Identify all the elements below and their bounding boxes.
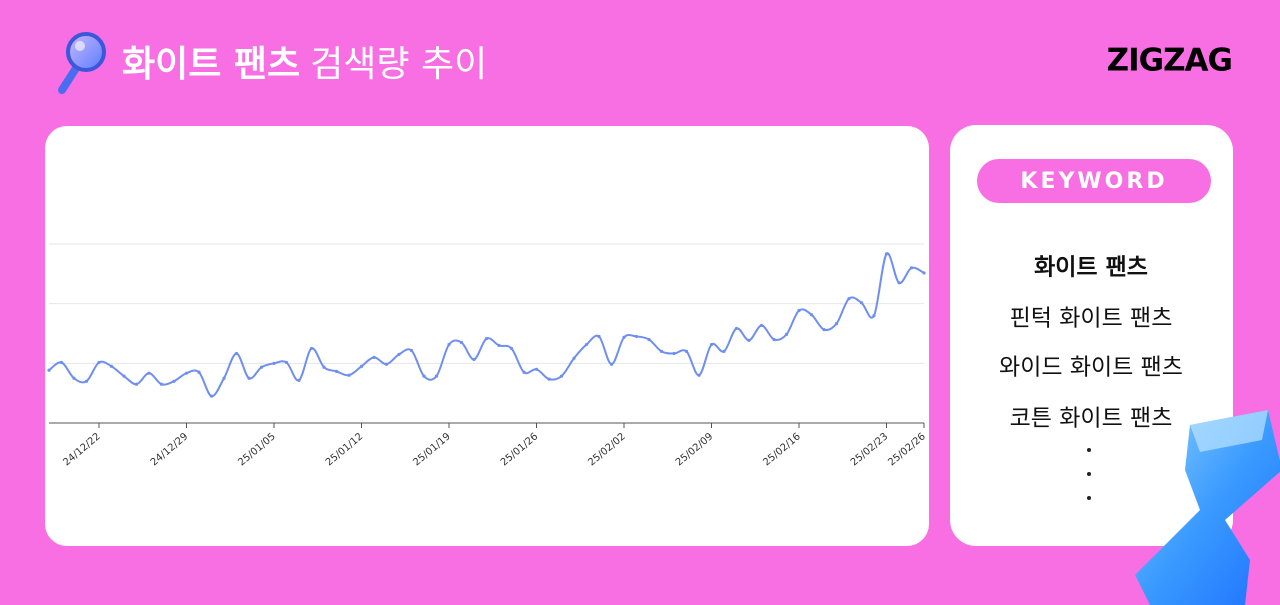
- point: [184, 371, 189, 375]
- point: [822, 328, 826, 332]
- point: [859, 301, 864, 305]
- point: [359, 364, 364, 368]
- point: [622, 335, 626, 339]
- point: [259, 365, 264, 369]
- keyword-item: 핀턱 화이트 팬츠: [1010, 306, 1173, 332]
- point: [747, 338, 751, 342]
- point: [97, 360, 101, 365]
- point: [872, 314, 876, 318]
- point: [247, 376, 251, 380]
- point: [684, 349, 689, 353]
- point: [597, 334, 601, 339]
- point: [434, 374, 439, 378]
- point: [584, 342, 589, 347]
- point: [322, 365, 326, 369]
- keyword-item: 화이트 팬츠: [1034, 255, 1148, 281]
- more-dots: [1087, 448, 1091, 500]
- point: [222, 376, 226, 380]
- point: [659, 349, 664, 353]
- point: [197, 370, 201, 374]
- point: [384, 362, 389, 366]
- point: [634, 334, 639, 339]
- point: [559, 374, 564, 378]
- point: [347, 373, 351, 377]
- point: [109, 364, 114, 368]
- point: [647, 337, 651, 342]
- point: [422, 374, 426, 378]
- keyword-heading: KEYWORD: [1020, 169, 1167, 194]
- point: [834, 322, 839, 326]
- point: [884, 252, 889, 256]
- point: [122, 374, 126, 378]
- point: [72, 376, 76, 380]
- point: [797, 308, 801, 313]
- point: [397, 352, 401, 356]
- point: [672, 351, 676, 356]
- point: [722, 349, 726, 353]
- point: [909, 266, 914, 270]
- point: [784, 332, 789, 336]
- point: [497, 343, 501, 348]
- point: [172, 379, 176, 383]
- point: [209, 394, 214, 398]
- point: [334, 369, 339, 373]
- point: [59, 360, 64, 365]
- point: [509, 346, 514, 351]
- chart-card: [45, 126, 929, 546]
- z-decoration: [1135, 410, 1280, 605]
- keyword-item: 와이드 화이트 팬츠: [999, 355, 1183, 381]
- point: [284, 360, 289, 365]
- point: [147, 371, 151, 375]
- point: [847, 296, 851, 301]
- point: [297, 378, 301, 382]
- point: [372, 355, 376, 359]
- point: [459, 340, 464, 345]
- point: [134, 382, 139, 386]
- point: [309, 346, 314, 351]
- keyword-card: [950, 125, 1233, 546]
- brand-logo[interactable]: ZIGZAG: [1107, 43, 1233, 79]
- point: [609, 362, 614, 366]
- point: [809, 313, 814, 317]
- point: [47, 368, 51, 372]
- point: [447, 342, 451, 347]
- point: [484, 336, 489, 341]
- point: [547, 377, 551, 381]
- title-keyword: 화이트 팬츠: [122, 44, 300, 85]
- point: [409, 348, 414, 353]
- point: [697, 373, 701, 377]
- point: [709, 342, 714, 347]
- title-text: 검색량 추이: [310, 44, 487, 85]
- point: [234, 351, 239, 356]
- point: [734, 326, 739, 331]
- point: [522, 370, 526, 374]
- point: [772, 337, 776, 342]
- point: [272, 361, 276, 365]
- point: [572, 356, 576, 360]
- magnifier-icon: [58, 32, 106, 94]
- page-title: 화이트 팬츠 검색량 추이: [122, 44, 487, 85]
- point: [84, 379, 89, 383]
- point: [159, 382, 164, 386]
- keyword-item: 코튼 화이트 팬츠: [1010, 406, 1173, 432]
- point: [897, 281, 901, 285]
- keyword-pill: [977, 159, 1211, 203]
- point: [534, 367, 539, 371]
- point: [922, 271, 926, 275]
- point: [759, 323, 764, 328]
- point: [472, 357, 476, 362]
